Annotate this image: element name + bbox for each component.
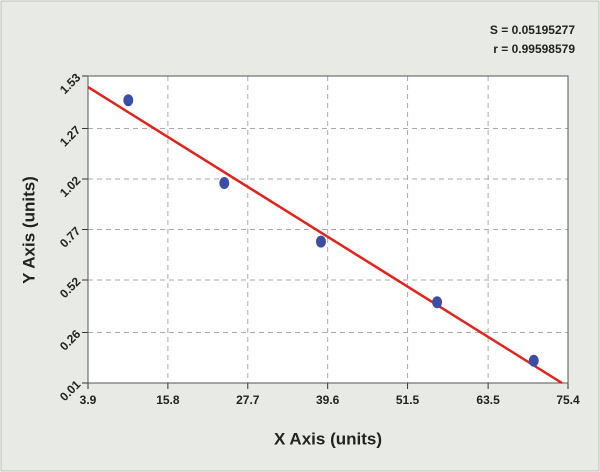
x-tick-label: 75.4 — [556, 393, 580, 407]
point — [315, 235, 326, 248]
x-tick-label: 39.6 — [316, 393, 340, 407]
point — [528, 354, 539, 367]
point — [432, 296, 443, 309]
point — [219, 177, 230, 190]
point — [123, 94, 134, 107]
annotation: r = 0.99598579 — [493, 42, 575, 56]
plot-border — [87, 75, 569, 384]
x-tick-label: 63.5 — [476, 393, 500, 407]
x-tick-label: 27.7 — [236, 393, 260, 407]
x-tick-label: 3.9 — [80, 393, 97, 407]
annotation: S = 0.05195277 — [490, 23, 575, 37]
x-tick-label: 51.5 — [396, 393, 420, 407]
y-axis-title: Y Axis (units) — [19, 176, 38, 284]
fit-line — [87, 86, 563, 385]
x-tick-label: 15.8 — [156, 393, 180, 407]
x-axis-title: X Axis (units) — [274, 429, 382, 448]
